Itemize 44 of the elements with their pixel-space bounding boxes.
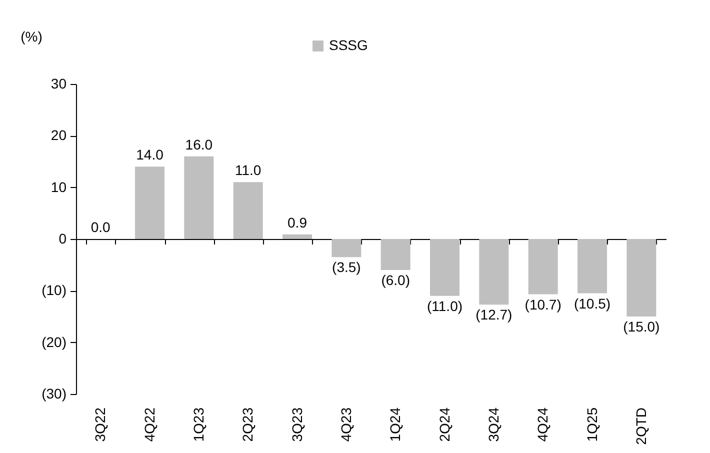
x-tick-label: 1Q23 <box>190 407 206 442</box>
x-tick-label: 3Q24 <box>485 407 502 442</box>
x-tick-label: 2Q24 <box>436 407 452 442</box>
data-label: 11.0 <box>234 162 262 178</box>
data-label: (15.0) <box>623 318 660 334</box>
data-label: 14.0 <box>136 146 164 163</box>
x-tick-label: 4Q23 <box>338 407 354 442</box>
y-tick-label: 0 <box>58 230 67 246</box>
data-label: 16.0 <box>185 136 213 152</box>
bar <box>528 239 558 294</box>
x-tick-label: 1Q25 <box>584 407 600 442</box>
data-label: (3.5) <box>332 259 361 276</box>
x-tick-label: 1Q24 <box>387 407 404 442</box>
data-label: (6.0) <box>381 272 410 288</box>
data-label: (11.0) <box>426 298 463 314</box>
y-tick-label: 10 <box>50 178 67 195</box>
data-label: (10.5) <box>574 295 611 312</box>
x-tick-label: 3Q22 <box>92 407 108 442</box>
y-tick-label: (20) <box>42 334 66 350</box>
bar <box>626 239 656 316</box>
x-tick-label: 4Q22 <box>141 407 158 442</box>
x-tick-label: 3Q23 <box>288 407 305 442</box>
bar <box>578 239 607 294</box>
legend-label: SSSG <box>329 37 368 53</box>
x-tick-label: 2Q23 <box>240 407 256 442</box>
bar <box>282 234 312 239</box>
y-tick-label: (10) <box>42 282 66 298</box>
data-label: 0.0 <box>90 219 111 235</box>
y-tick-label: 30 <box>50 76 67 92</box>
data-label: (12.7) <box>476 306 512 323</box>
bar <box>430 239 460 296</box>
bar <box>233 182 263 239</box>
y-axis-title: (%) <box>20 28 42 44</box>
x-tick-label: 2QTD <box>632 408 649 445</box>
y-tick-label: 20 <box>50 127 67 144</box>
bar <box>380 239 410 270</box>
data-label: (10.7) <box>524 296 562 312</box>
bar <box>332 239 362 258</box>
data-label: 0.9 <box>288 214 308 230</box>
bar <box>184 156 214 239</box>
y-tick-label: (30) <box>42 386 66 402</box>
x-tick-label: 4Q24 <box>534 407 551 442</box>
bar <box>479 239 509 305</box>
bar <box>135 166 164 239</box>
